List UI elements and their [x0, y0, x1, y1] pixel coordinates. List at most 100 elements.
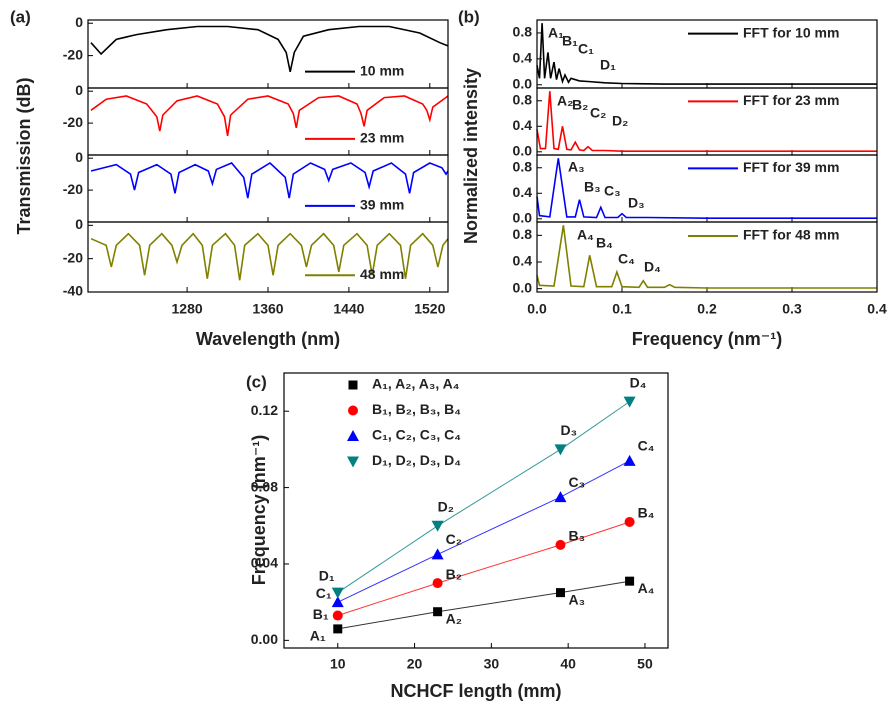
x-axis-label: NCHCF length (mm): [391, 681, 562, 701]
fit-line: [337, 460, 630, 603]
point-label: B₁: [313, 606, 329, 622]
fit-line: [337, 401, 630, 594]
marker: [431, 520, 444, 532]
y-tick-label: 0.8: [513, 24, 533, 40]
peak-label: D₁: [600, 57, 616, 73]
peak-label: D₂: [612, 113, 628, 129]
panel-label: (b): [458, 7, 480, 26]
x-tick-label: 1520: [414, 301, 445, 317]
series-line: [536, 158, 877, 219]
series-line: [90, 232, 449, 281]
marker: [623, 396, 636, 408]
y-axis-label: Normalized intensity: [461, 68, 481, 244]
peak-label: A₄: [577, 227, 594, 243]
point-label: D₁: [319, 567, 335, 583]
legend-label: FFT for 10 mm: [743, 24, 839, 40]
peak-label: B₄: [596, 235, 613, 251]
series-line: [90, 95, 449, 137]
peak-label: C₁: [578, 41, 594, 57]
plot-frame: [87, 221, 449, 293]
point-label: C₄: [638, 438, 655, 454]
x-tick-label: 30: [484, 656, 500, 672]
peak-label: B₁: [562, 33, 578, 49]
peak-label: A₃: [568, 159, 585, 175]
peak-label: D₄: [644, 259, 661, 275]
marker: [624, 516, 635, 527]
marker: [433, 607, 443, 617]
marker: [331, 596, 344, 608]
peak-label: B₃: [584, 179, 601, 195]
fit-line: [337, 580, 630, 630]
legend-label: 23 mm: [360, 130, 404, 146]
x-axis-label: Frequency (nm⁻¹): [632, 329, 783, 349]
y-tick-label: -20: [63, 181, 83, 197]
y-tick-label: 0.0: [513, 210, 533, 226]
point-label: C₁: [316, 585, 332, 601]
point-label: B₄: [638, 505, 655, 521]
marker: [623, 454, 636, 466]
x-tick-label: 10: [330, 656, 346, 672]
panel-label: (a): [10, 7, 31, 26]
x-axis-label: Wavelength (nm): [196, 329, 340, 349]
legend-marker: [347, 456, 359, 468]
x-tick-label: 1360: [252, 301, 283, 317]
legend-label: A₁, A₂, A₃, A₄: [372, 376, 459, 392]
y-tick-label: 0.8: [513, 226, 533, 242]
x-tick-label: 0.1: [612, 301, 632, 317]
y-tick-label: -20: [63, 46, 83, 62]
point-label: D₃: [560, 422, 577, 438]
y-tick-label: 0: [75, 149, 83, 165]
marker: [555, 588, 565, 598]
series-line: [536, 23, 877, 85]
y-tick-label: -20: [63, 249, 83, 265]
y-axis-label: Frequency (nm⁻¹): [249, 435, 269, 586]
x-tick-label: 40: [560, 656, 576, 672]
x-tick-label: 0.4: [867, 301, 887, 317]
x-tick-label: 50: [637, 656, 653, 672]
legend-label: FFT for 39 mm: [743, 159, 839, 175]
peak-label: C₃: [604, 183, 621, 199]
peak-label: D₃: [628, 195, 645, 211]
point-label: B₂: [446, 566, 462, 582]
y-tick-label: 0.00: [251, 631, 278, 647]
y-tick-label: 0.8: [513, 158, 533, 174]
x-tick-label: 0.2: [697, 301, 717, 317]
peak-label: A₁: [548, 25, 564, 41]
series-line: [90, 25, 449, 72]
legend-marker: [347, 430, 359, 441]
y-tick-label: 0.0: [513, 279, 533, 295]
x-tick-label: 0.3: [782, 301, 802, 317]
marker: [554, 444, 567, 456]
y-tick-label: 0: [75, 14, 83, 30]
series-line: [536, 91, 877, 152]
y-tick-label: 0: [75, 82, 83, 98]
marker: [332, 610, 343, 621]
y-tick-label: -20: [63, 114, 83, 130]
x-tick-label: 1440: [333, 301, 364, 317]
marker: [625, 576, 635, 586]
legend-label: 39 mm: [360, 197, 404, 213]
y-tick-label: 0.0: [513, 143, 533, 159]
y-tick-label: 0.8: [513, 91, 533, 107]
legend-label: D₁, D₂, D₃, D₄: [372, 452, 461, 468]
point-label: B₃: [568, 528, 585, 544]
peak-label: B₂: [572, 97, 588, 113]
point-label: A₃: [568, 591, 585, 607]
peak-label: C₂: [590, 105, 606, 121]
point-label: A₂: [446, 610, 462, 626]
panel-label: (c): [246, 372, 267, 391]
x-tick-label: 0.0: [527, 301, 547, 317]
point-label: A₁: [310, 628, 326, 644]
x-tick-label: 20: [407, 656, 423, 672]
series-line: [90, 161, 449, 199]
y-axis-label: Transmission (dB): [14, 77, 34, 234]
legend-label: 10 mm: [360, 62, 404, 78]
legend-label: B₁, B₂, B₃, B₄: [372, 401, 461, 417]
y-tick-label: 0.4: [513, 117, 533, 133]
point-label: D₂: [438, 498, 454, 514]
marker: [432, 578, 443, 589]
y-tick-label: 0.0: [513, 75, 533, 91]
fit-line: [337, 521, 630, 616]
y-tick-label: 0.04: [251, 555, 278, 571]
